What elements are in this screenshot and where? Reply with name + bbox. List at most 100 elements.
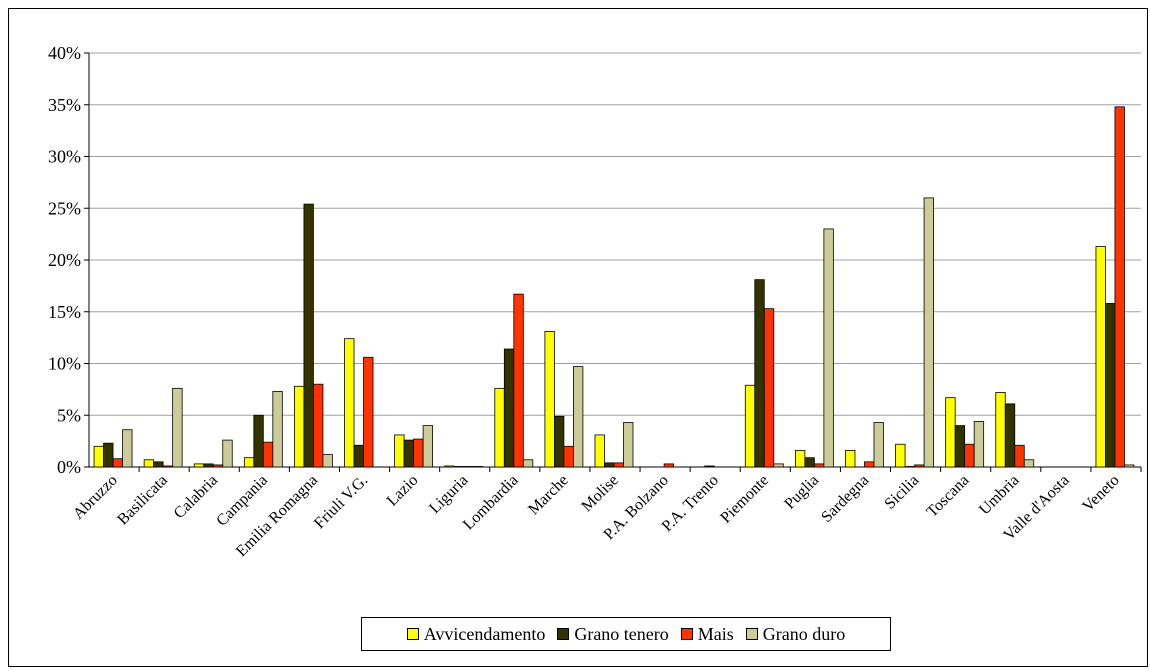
chart-frame: 0% 5% 10% 15% 20% 25% 30% 35% 40% Abruzzo Basilica… <box>8 8 1148 667</box>
y-tick-label: 35% <box>48 95 81 115</box>
x-tick-label-veneto: Veneto <box>1079 472 1122 515</box>
bar-campania-grano-duro <box>272 391 283 468</box>
x-tick-label-sicilia: Sicilia <box>881 472 922 513</box>
bar-piemonte-grano-duro <box>773 463 784 468</box>
legend-label-mais: Mais <box>697 623 734 644</box>
bar-marche-grano-duro <box>573 366 584 468</box>
y-tick-label: 5% <box>57 405 81 425</box>
legend-label-avvicendamento: Avvicendamento <box>423 623 546 644</box>
bar-molise-avvicendamento <box>594 434 605 468</box>
bar-piemonte-avvicendamento <box>744 384 756 468</box>
y-tick-label: 0% <box>57 457 81 477</box>
bar-basilicata-grano-tenero <box>153 461 164 468</box>
legend-item-mais: Mais <box>680 623 734 645</box>
bar-emilia-romagna-grano-tenero <box>303 203 314 468</box>
bar-campania-grano-tenero <box>253 414 264 468</box>
bar-sardegna-grano-duro <box>873 422 884 468</box>
bar-abruzzo-mais <box>112 458 123 468</box>
x-tick-label-lombardia: Lombardia <box>460 472 522 534</box>
x-tick-label-puglia: Puglia <box>781 472 822 513</box>
bar-calabria-avvicendamento <box>193 463 205 468</box>
bar-lazio-grano-tenero <box>403 439 415 468</box>
bar-umbria-grano-duro <box>1023 459 1035 468</box>
bar-emilia-romagna-grano-duro <box>322 454 333 468</box>
bar-sardegna-avvicendamento <box>845 450 856 468</box>
bar-emilia-romagna-avvicendamento <box>294 385 305 468</box>
bar-abruzzo-grano-duro <box>122 429 133 468</box>
bar-marche-grano-tenero <box>554 415 565 468</box>
bar-p-a-bolzano-mais <box>663 463 674 468</box>
bar-marche-mais <box>563 445 574 468</box>
bar-puglia-mais <box>813 463 825 468</box>
legend-swatch-grano-duro <box>745 628 758 640</box>
legend-item-grano-duro: Grano duro <box>745 623 846 645</box>
bar-abruzzo-avvicendamento <box>93 445 104 468</box>
bar-puglia-avvicendamento <box>794 450 806 468</box>
bar-lombardia-avvicendamento <box>494 387 505 468</box>
x-tick-label-sardegna: Sardegna <box>818 472 872 526</box>
bar-campania-mais <box>262 441 274 468</box>
x-tick-label-calabria: Calabria <box>171 472 221 522</box>
bar-toscana-grano-tenero <box>954 425 966 468</box>
bar-basilicata-avvicendamento <box>143 459 155 468</box>
bar-lazio-mais <box>413 438 424 468</box>
bar-veneto-avvicendamento <box>1095 246 1106 468</box>
bar-liguria-mais <box>463 466 474 468</box>
x-tick-label-lazio: Lazio <box>384 472 422 510</box>
x-tick-label-molise: Molise <box>578 472 621 515</box>
bar-veneto-grano-duro <box>1124 464 1135 468</box>
bar-umbria-avvicendamento <box>995 392 1006 468</box>
x-tick-label-umbria: Umbria <box>976 472 1023 519</box>
bar-basilicata-grano-duro <box>172 387 183 468</box>
bar-friuli-v-g-grano-tenero <box>353 444 364 468</box>
bar-sicilia-grano-duro <box>923 197 934 468</box>
bar-sicilia-mais <box>914 464 925 468</box>
x-tick-label-toscana: Toscana <box>924 472 973 521</box>
y-tick-label: 25% <box>48 198 81 218</box>
bar-puglia-grano-tenero <box>804 457 815 468</box>
bar-liguria-grano-tenero <box>453 466 465 468</box>
y-tick-label: 30% <box>48 147 81 167</box>
bar-molise-grano-tenero <box>604 462 615 468</box>
bar-toscana-mais <box>964 443 975 468</box>
legend-item-grano-tenero: Grano tenero <box>557 623 669 645</box>
bar-lombardia-mais <box>513 293 524 468</box>
x-tick-label-abruzzo: Abruzzo <box>70 472 121 523</box>
bar-umbria-grano-tenero <box>1004 403 1016 468</box>
bar-toscana-grano-duro <box>973 421 985 468</box>
bar-abruzzo-grano-tenero <box>103 442 114 468</box>
x-tick-label-liguria: Liguria <box>426 472 471 517</box>
bar-veneto-grano-tenero <box>1105 303 1116 468</box>
y-tick-label: 15% <box>48 302 81 322</box>
bar-chart: 0% 5% 10% 15% 20% 25% 30% 35% 40% AbruzzoBasilica… <box>48 43 1142 560</box>
bar-friuli-v-g-avvicendamento <box>344 338 355 468</box>
legend-swatch-grano-tenero <box>557 628 570 640</box>
bar-veneto-mais <box>1114 106 1125 468</box>
bar-lazio-avvicendamento <box>394 434 405 468</box>
y-tick-label: 20% <box>48 250 81 270</box>
bar-friuli-v-g-mais <box>363 356 374 468</box>
bar-marche-avvicendamento <box>544 331 555 468</box>
x-tick-label-piemonte: Piemonte <box>717 472 772 527</box>
bar-molise-grano-duro <box>623 422 634 468</box>
bar-lombardia-grano-duro <box>522 459 534 468</box>
legend-swatch-mais <box>680 628 693 640</box>
bar-calabria-mais <box>212 464 224 468</box>
bar-p-a-trento-grano-tenero <box>704 465 715 468</box>
bar-sicilia-grano-tenero <box>904 466 915 468</box>
bar-liguria-grano-duro <box>472 466 484 468</box>
legend-label-grano-duro: Grano duro <box>762 623 846 644</box>
chart-legend: Avvicendamento Grano tenero Mais Grano d… <box>361 617 891 651</box>
bar-sardegna-mais <box>864 461 875 468</box>
bar-lazio-grano-duro <box>422 425 434 468</box>
bar-lombardia-grano-tenero <box>503 348 515 468</box>
bar-piemonte-mais <box>763 308 775 468</box>
legend-label-grano-tenero: Grano tenero <box>574 623 669 644</box>
bar-basilicata-mais <box>162 465 174 468</box>
bar-liguria-avvicendamento <box>444 465 455 468</box>
bar-piemonte-grano-tenero <box>754 279 765 468</box>
bar-umbria-mais <box>1014 444 1025 468</box>
x-tick-label-basilicata: Basilicata <box>114 472 171 529</box>
bar-emilia-romagna-mais <box>313 383 324 468</box>
bar-toscana-avvicendamento <box>945 397 956 468</box>
